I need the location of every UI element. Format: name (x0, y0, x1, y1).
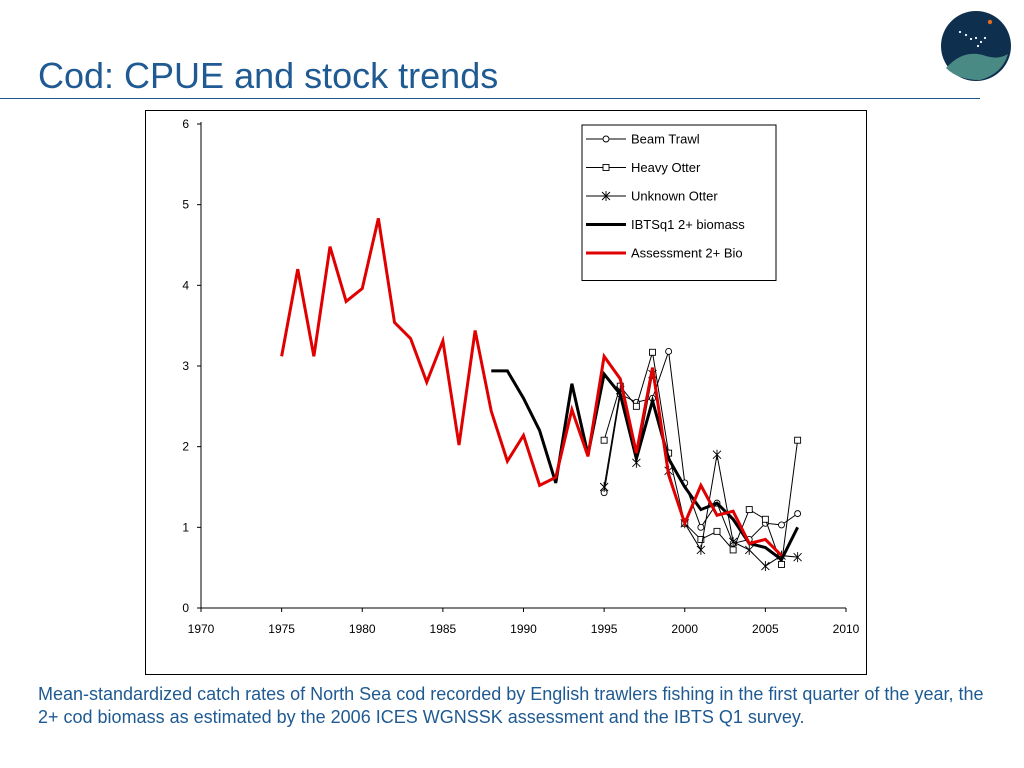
x-tick-label: 1975 (268, 622, 295, 636)
y-tick-label: 1 (182, 520, 189, 534)
y-tick-label: 4 (182, 278, 189, 292)
data-point-heavy-otter (697, 535, 705, 543)
x-tick-label: 1995 (591, 622, 618, 636)
x-tick-label: 1985 (430, 622, 457, 636)
y-tick-label: 3 (182, 359, 189, 373)
chart-legend (581, 124, 777, 281)
cpue-line-chart: 0 1 2 3 4 5 6 1970 1975 1980 1985 1990 1995 2000 2005 2… (182, 117, 860, 636)
data-point-heavy-otter (600, 436, 608, 444)
series-line-assessment-2-bio (280, 218, 783, 557)
constellation-logo-icon (941, 11, 1011, 81)
legend-label-ibtsq1-2-biomass: IBTSq1 2+ biomass (631, 217, 745, 232)
x-tick-label: 1970 (188, 622, 215, 636)
title-divider (0, 98, 980, 99)
y-tick-label: 0 (182, 601, 189, 615)
legend-marker-unknown-otter (601, 191, 611, 201)
y-tick-label: 5 (182, 198, 189, 212)
data-point-beam-trawl (665, 348, 673, 355)
data-point-unknown-otter (696, 544, 706, 555)
data-point-heavy-otter (761, 515, 769, 523)
data-point-unknown-otter (712, 449, 722, 460)
x-tick-label: 2005 (752, 622, 779, 636)
data-point-unknown-otter (728, 536, 738, 547)
data-point-unknown-otter (599, 482, 609, 492)
data-point-heavy-otter (794, 436, 802, 444)
data-point-heavy-otter (778, 560, 785, 568)
data-point-heavy-otter (713, 527, 721, 535)
legend-label-unknown-otter: Unknown Otter (631, 189, 718, 204)
legend-marker-beam-trawl (602, 135, 610, 143)
y-tick-label: 2 (182, 440, 189, 454)
data-point-heavy-otter (745, 506, 753, 514)
data-point-heavy-otter (649, 348, 656, 356)
slide-title: Cod: CPUE and stock trends (38, 55, 499, 96)
x-tick-label: 2010 (833, 622, 860, 636)
data-point-heavy-otter (632, 402, 640, 410)
series-line-ibtsq1-2-biomass (491, 369, 799, 562)
x-tick-label: 1980 (349, 622, 376, 636)
legend-label-heavy-otter: Heavy Otter (631, 160, 701, 175)
data-point-beam-trawl (778, 521, 785, 529)
data-point-unknown-otter (793, 552, 802, 563)
data-point-unknown-otter (744, 544, 754, 555)
x-tick-label: 2000 (671, 622, 698, 636)
data-point-beam-trawl (794, 510, 802, 518)
chart-frame: 0 1 2 3 4 5 6 1970 1975 1980 1985 1990 1995 2000 2005 2… (145, 110, 867, 675)
legend-label-assessment-2-bio: Assessment 2+ Bio (631, 246, 743, 261)
data-point-heavy-otter (729, 546, 737, 554)
y-tick-label: 6 (182, 117, 189, 131)
data-point-unknown-otter (761, 561, 770, 572)
series-line-heavy-otter (603, 352, 799, 565)
legend-marker-heavy-otter (602, 164, 610, 171)
x-tick-label: 1990 (510, 622, 537, 636)
slide-caption: Mean-standardized catch rates of North S… (38, 684, 984, 728)
data-point-beam-trawl (697, 523, 705, 531)
legend-label-beam-trawl: Beam Trawl (631, 132, 700, 147)
